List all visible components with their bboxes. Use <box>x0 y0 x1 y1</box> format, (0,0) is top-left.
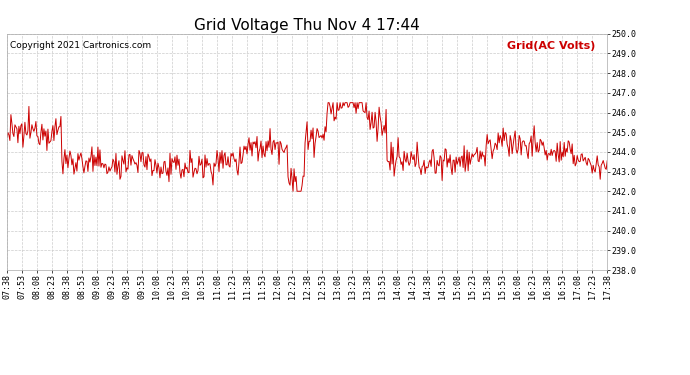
Title: Grid Voltage Thu Nov 4 17:44: Grid Voltage Thu Nov 4 17:44 <box>194 18 420 33</box>
Text: Grid(AC Volts): Grid(AC Volts) <box>507 41 595 51</box>
Text: Copyright 2021 Cartronics.com: Copyright 2021 Cartronics.com <box>10 41 151 50</box>
